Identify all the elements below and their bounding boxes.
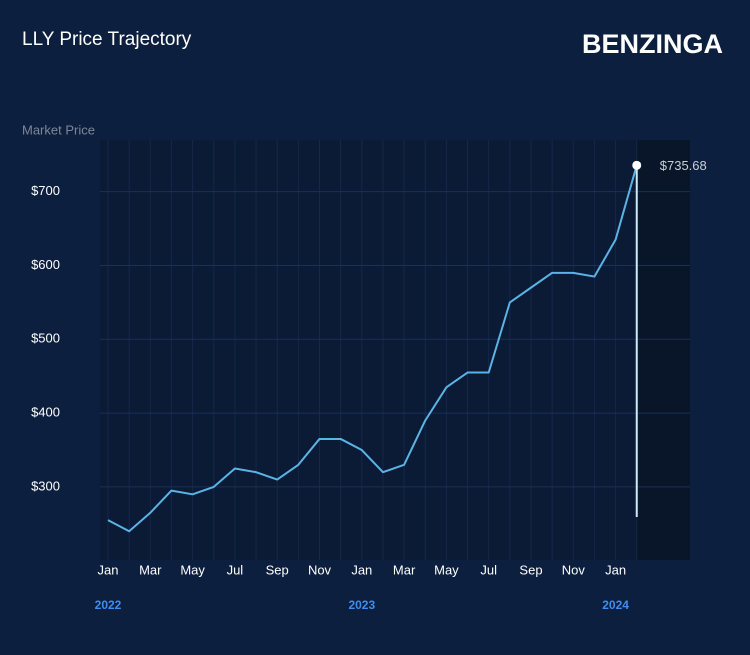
x-tick-label: Nov [562, 562, 586, 577]
x-tick-label: Jul [227, 562, 244, 577]
brand-logo: BENZINGA [582, 29, 723, 59]
value-label: $735.68 [660, 158, 707, 173]
y-tick-label: $600 [31, 257, 60, 272]
x-tick-label: Sep [519, 562, 542, 577]
future-shade [636, 140, 690, 560]
x-tick-label: Jan [605, 562, 626, 577]
x-tick-label: May [434, 562, 459, 577]
y-tick-label: $400 [31, 405, 60, 420]
year-label: 2024 [602, 598, 629, 612]
x-tick-label: Jan [98, 562, 119, 577]
x-tick-label: Mar [393, 562, 416, 577]
price-line [107, 165, 638, 533]
year-label: 2023 [348, 598, 375, 612]
y-tick-label: $700 [31, 183, 60, 198]
y-tick-label: $300 [31, 478, 60, 493]
year-label: 2022 [95, 598, 122, 612]
last-point [632, 160, 642, 170]
y-tick-label: $500 [31, 331, 60, 346]
x-tick-label: Nov [308, 562, 332, 577]
x-tick-label: Jan [351, 562, 372, 577]
x-tick-label: Jul [480, 562, 497, 577]
y-axis-label: Market Price [22, 122, 95, 137]
x-tick-label: May [180, 562, 205, 577]
x-tick-label: Sep [266, 562, 289, 577]
plot-area [100, 140, 690, 560]
chart-title: LLY Price Trajectory [22, 29, 192, 50]
x-tick-label: Mar [139, 562, 162, 577]
